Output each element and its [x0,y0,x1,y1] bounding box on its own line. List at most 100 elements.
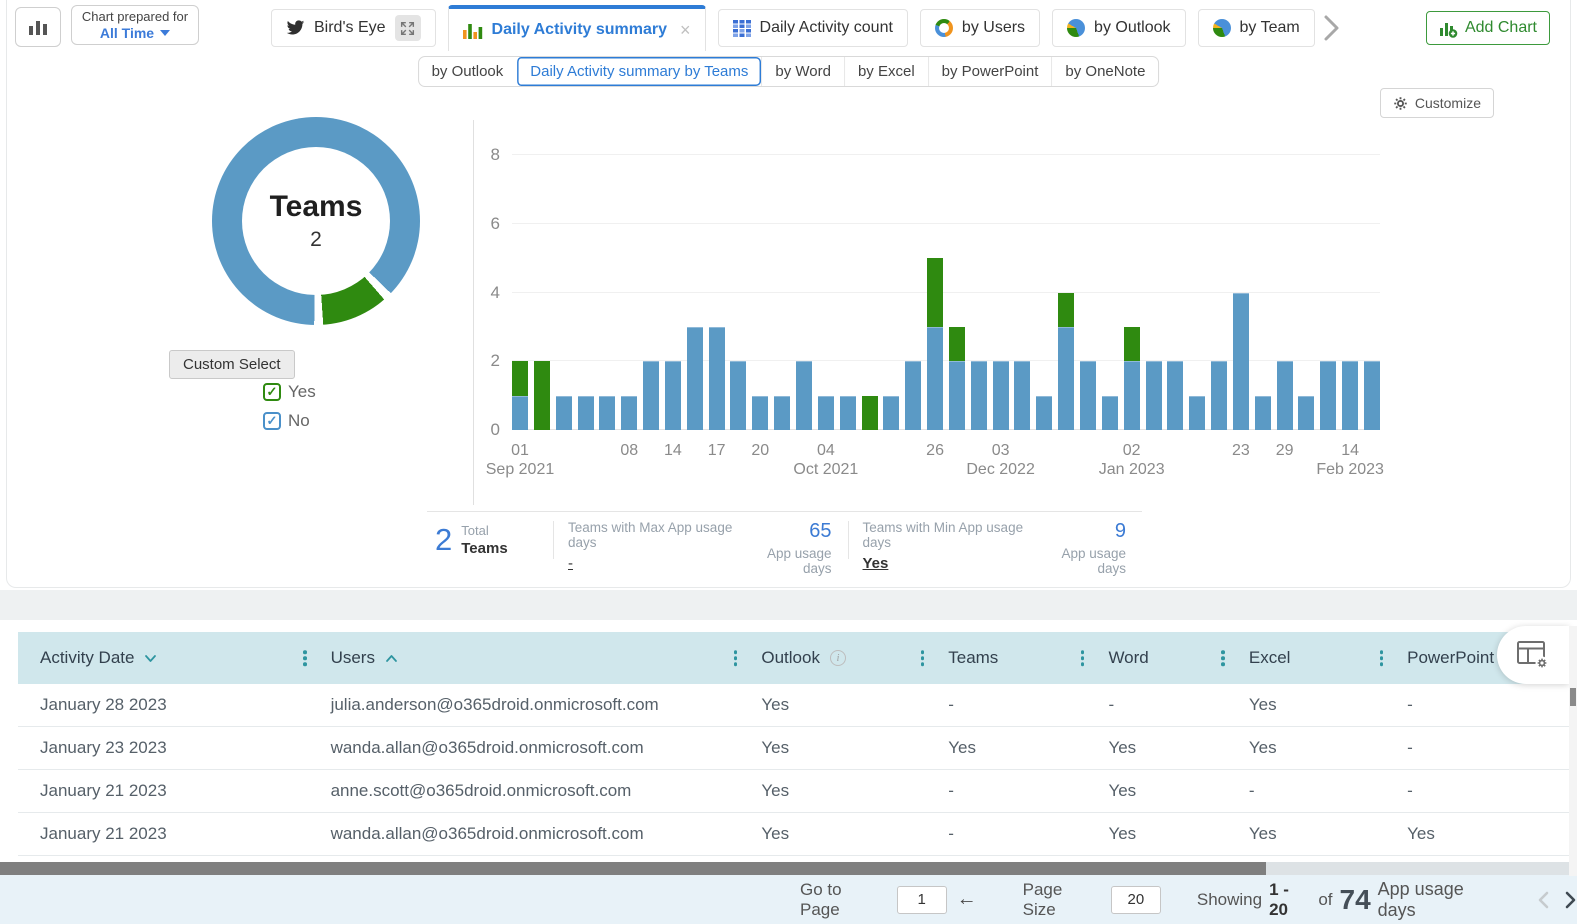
column-header-word[interactable]: Word [1092,632,1232,684]
bar-35[interactable] [1276,361,1293,430]
bar-32[interactable] [1211,361,1228,430]
table-row[interactable]: January 21 2023 anne.scott@o365droid.onmi… [18,770,1577,813]
column-menu-icon[interactable] [918,647,928,669]
chart-prepared-for-dropdown[interactable]: Chart prepared for All Time [71,5,199,45]
bar-18[interactable] [905,361,922,430]
subtab-by-powerpoint[interactable]: by PowerPoint [927,57,1052,86]
tab-daily-activity-summary[interactable]: Daily Activity summary × [447,5,706,51]
table-row[interactable]: January 21 2023 wanda.allan@o365droid.onm… [18,813,1577,856]
bar-16[interactable] [861,395,878,430]
bar-27[interactable] [1101,395,1118,430]
bar-0[interactable] [512,361,528,430]
bar-12[interactable] [774,395,791,430]
max-usage-team-link[interactable]: - [568,555,573,572]
bar-30[interactable] [1167,361,1184,430]
bar-4[interactable] [599,395,616,430]
cell-value: - [1407,781,1413,800]
info-icon[interactable]: i [829,650,846,666]
column-header-excel[interactable]: Excel [1233,632,1391,684]
min-usage-team-link[interactable]: Yes [862,555,889,572]
column-header-users[interactable]: Users [315,632,746,684]
add-chart-button[interactable]: Add Chart [1425,11,1550,45]
checkbox-icon[interactable]: ✓ [263,412,281,430]
bar-segment-blue [1232,292,1249,430]
bar-8[interactable] [686,326,703,430]
column-menu-icon[interactable] [1377,647,1387,669]
bar-15[interactable] [839,395,856,430]
bar-5[interactable] [621,395,638,430]
bar-19[interactable] [927,258,944,430]
customize-button[interactable]: Customize [1379,88,1494,118]
goto-page-input[interactable] [896,885,947,914]
column-header-activity-date[interactable]: Activity Date [18,632,315,684]
bar-6[interactable] [643,361,660,430]
custom-select-button[interactable]: Custom Select [169,350,295,379]
page-prev-button[interactable] [1537,891,1550,909]
bar-13[interactable] [796,361,812,430]
bar-segment-blue [839,395,856,430]
bar-24[interactable] [1036,395,1053,430]
horizontal-scrollbar-thumb[interactable] [0,862,1266,875]
bar-22[interactable] [992,361,1009,430]
tabs-scroll-right-button[interactable] [1319,13,1343,43]
tab-bird-s-eye[interactable]: Bird's Eye [271,9,436,47]
column-menu-icon[interactable] [731,647,741,669]
page-size-input[interactable] [1110,885,1161,914]
bar-9[interactable] [708,326,725,430]
bar-23[interactable] [1014,361,1031,430]
bar-segment-blue [817,395,834,430]
subtab-by-excel[interactable]: by Excel [843,57,928,86]
legend-item-no[interactable]: ✓ No [263,411,316,431]
bar-31[interactable] [1189,395,1206,430]
bar-33[interactable] [1232,292,1249,430]
horizontal-scrollbar[interactable] [0,862,1577,875]
table-row[interactable]: January 28 2023 julia.anderson@o365droid.… [18,684,1577,727]
legend-item-yes[interactable]: ✓ Yes [263,382,316,402]
bar-20[interactable] [948,326,965,430]
bar-7[interactable] [664,361,681,430]
close-icon[interactable]: × [680,19,691,40]
expand-icon[interactable] [394,15,421,41]
checkbox-icon[interactable]: ✓ [263,383,281,401]
bar-38[interactable] [1342,361,1359,430]
column-header-powerpoint[interactable]: PowerPoint [1391,632,1577,684]
vertical-scrollbar[interactable] [1569,626,1577,876]
bar-2[interactable] [555,395,572,430]
bar-21[interactable] [970,361,987,430]
bar-39[interactable] [1364,361,1380,430]
table-row[interactable]: January 23 2023 wanda.allan@o365droid.onm… [18,727,1577,770]
subtab-by-outlook[interactable]: by Outlook [431,63,504,80]
bar-1[interactable] [533,361,550,430]
tab-by-team[interactable]: by Team [1197,9,1315,47]
bar-28[interactable] [1123,326,1140,430]
tab-by-outlook[interactable]: by Outlook [1052,9,1186,47]
column-header-teams[interactable]: Teams [932,632,1092,684]
column-menu-icon[interactable] [1218,647,1228,669]
goto-page-apply-icon[interactable]: ← [956,888,977,910]
tab-by-users[interactable]: by Users [919,9,1041,47]
bar-17[interactable] [883,395,900,430]
subtab-daily-activity-summary-by-teams[interactable]: Daily Activity summary by Teams [516,57,761,86]
charts-menu-button[interactable] [15,7,61,47]
bar-34[interactable] [1254,395,1271,430]
column-menu-icon[interactable] [1078,647,1088,669]
tab-daily-activity-count[interactable]: Daily Activity count [717,9,908,47]
teams-donut-chart[interactable]: Teams 2 [212,117,420,325]
bar-segment-green [1058,292,1075,327]
table-settings-button[interactable] [1497,626,1569,684]
bar-11[interactable] [752,395,769,430]
bar-3[interactable] [577,395,594,430]
bar-10[interactable] [730,361,747,430]
bar-14[interactable] [817,395,834,430]
of-label: of [1318,889,1333,909]
subtab-by-word[interactable]: by Word [761,57,844,86]
bar-29[interactable] [1145,361,1162,430]
bar-37[interactable] [1320,361,1337,430]
bar-25[interactable] [1058,292,1075,430]
column-menu-icon[interactable] [300,647,310,669]
subtab-by-onenote[interactable]: by OneNote [1051,57,1158,86]
page-next-button[interactable] [1564,891,1577,909]
bar-26[interactable] [1080,361,1096,430]
column-header-outlook[interactable]: Outlook i [745,632,932,684]
bar-36[interactable] [1298,395,1315,430]
